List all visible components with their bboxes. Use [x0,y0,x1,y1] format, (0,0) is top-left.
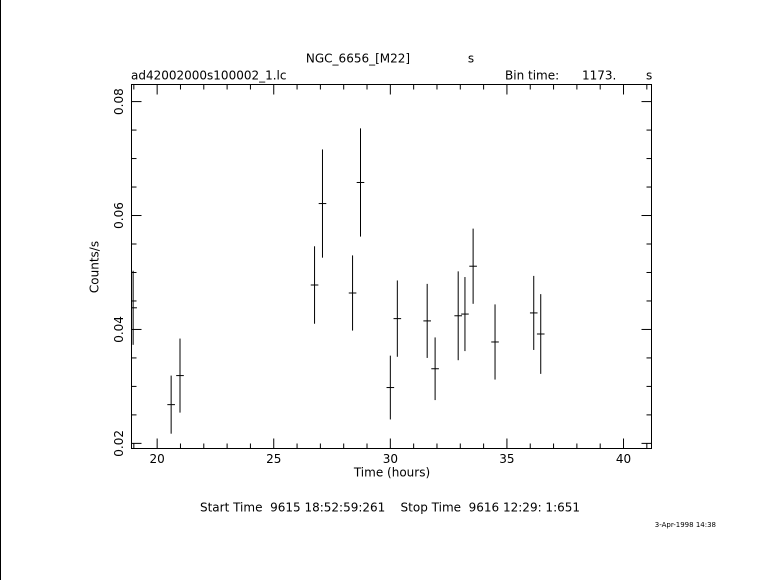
bin-time: 1173. [582,69,616,83]
footer: Start Time 9615 18:52:59:261 Stop Time 9… [200,501,580,515]
y-tick-label: 0.06 [112,202,126,229]
title-unit: s [468,52,474,66]
y-tick-label: 0.04 [112,316,126,343]
x-tick-label: 40 [616,452,631,466]
x-tick-label: 35 [499,452,514,466]
x-tick-label: 25 [266,452,281,466]
plot-frame [131,84,652,449]
y-tick-label: 0.02 [112,430,126,457]
bin-time-label: Bin time: [505,69,559,83]
data-marks [131,128,545,434]
y-tick-label: 0.08 [112,88,126,115]
date-stamp: 3-Apr-1998 14:38 [655,521,716,529]
x-tick-label: 30 [383,452,398,466]
bin-time-unit: s [646,69,652,83]
x-axis-label: Time (hours) [353,466,430,480]
subtitle: ad42002000s100002_1.lc [131,69,287,83]
chart-title: NGC_6656_[M22] [306,52,410,66]
y-axis-label: Counts/s [88,241,102,293]
x-tick-label: 20 [150,452,165,466]
